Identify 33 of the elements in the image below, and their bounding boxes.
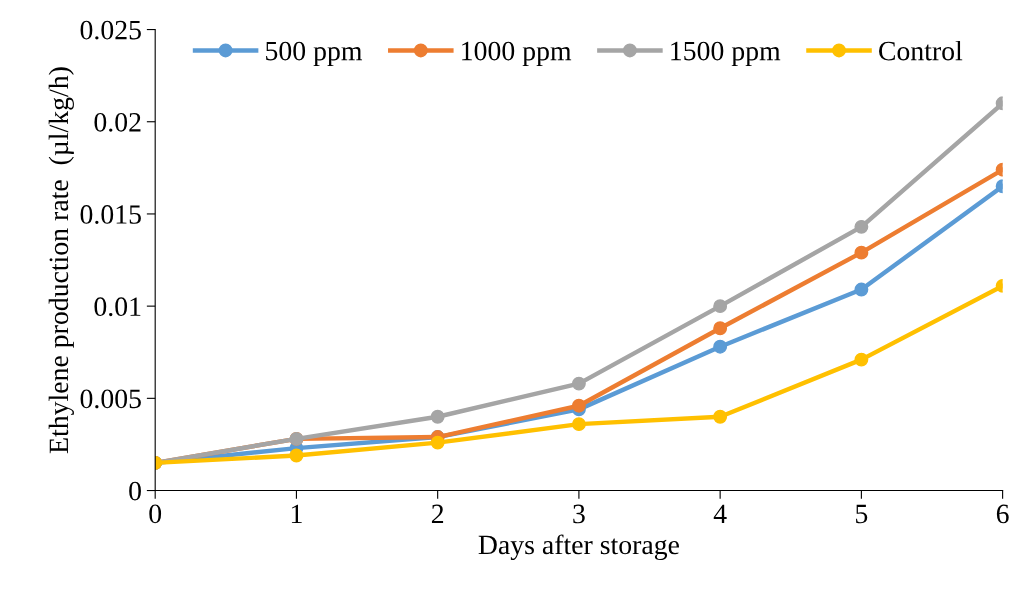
- x-tick-label: 3: [573, 504, 585, 524]
- point: [430, 435, 445, 450]
- point: [571, 376, 586, 391]
- x-tick-label: 0: [149, 504, 162, 524]
- x-tick-label: 6: [996, 504, 1009, 524]
- y-tick-label: 0.025: [80, 20, 141, 40]
- point: [289, 448, 304, 463]
- x-tick-label: 2: [431, 504, 444, 523]
- legend-label: 500 ppm: [266, 41, 363, 67]
- point: [713, 409, 728, 424]
- point: [713, 299, 728, 314]
- point: [571, 398, 586, 413]
- point: [713, 339, 728, 354]
- x-tick-label: 1: [291, 504, 302, 523]
- x-tick-label: 5: [856, 504, 868, 524]
- legend-label: 1000 ppm: [462, 41, 572, 67]
- y-tick-label: 0.015: [80, 205, 141, 224]
- y-tick-label: 0.02: [94, 112, 141, 132]
- legend-label: Control: [879, 40, 963, 61]
- legend-label: 1500 ppm: [671, 41, 781, 67]
- point: [713, 321, 728, 336]
- y-tick-label: 0.01: [94, 297, 141, 317]
- point: [571, 417, 586, 432]
- point: [854, 245, 869, 260]
- point: [430, 409, 445, 424]
- y-tick-label: 0: [129, 481, 141, 501]
- point: [854, 352, 869, 367]
- x-tick-label: 4: [713, 504, 727, 523]
- y-tick-label: 0.005: [80, 389, 141, 409]
- y-axis-title: Ethylene production rate (µl/kg/h): [48, 67, 74, 454]
- point: [854, 219, 869, 234]
- point: [854, 282, 869, 297]
- x-axis-title: Days after storage: [478, 534, 679, 561]
